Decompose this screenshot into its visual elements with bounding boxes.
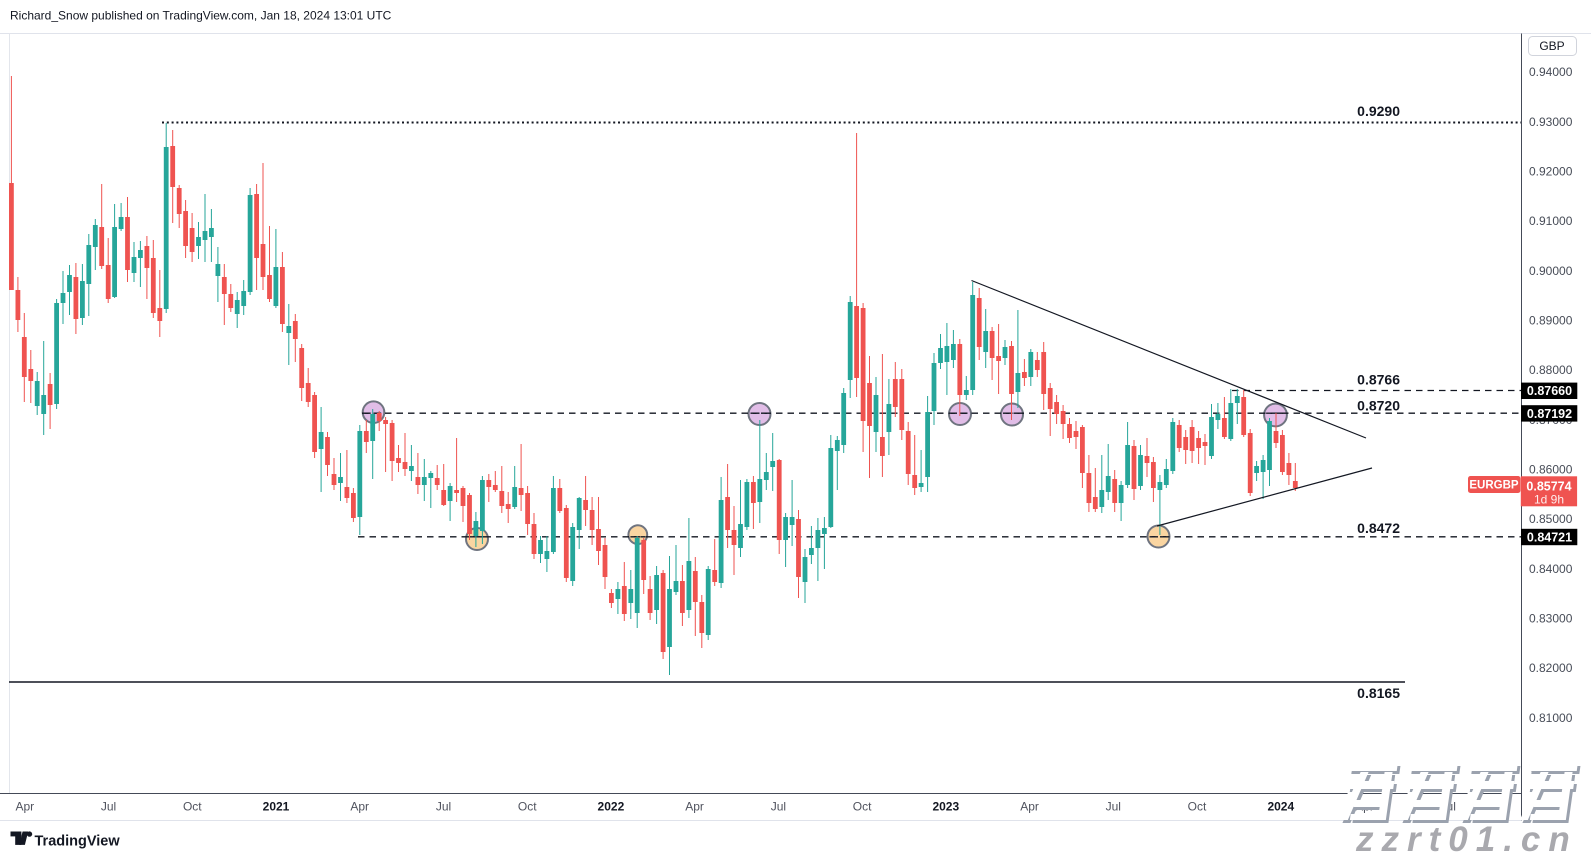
- svg-text:Apr: Apr: [685, 800, 704, 814]
- svg-text:Oct: Oct: [183, 800, 202, 814]
- svg-text:Jul: Jul: [1106, 800, 1121, 814]
- svg-text:2021: 2021: [263, 800, 290, 814]
- svg-text:0.88000: 0.88000: [1529, 363, 1573, 377]
- svg-text:EURGBP: EURGBP: [1469, 480, 1519, 492]
- svg-text:2023: 2023: [932, 800, 959, 814]
- svg-text:0.87660: 0.87660: [1527, 384, 1572, 398]
- svg-text:0.94000: 0.94000: [1529, 65, 1573, 79]
- svg-text:0.86000: 0.86000: [1529, 463, 1573, 477]
- svg-text:0.93000: 0.93000: [1529, 115, 1573, 129]
- svg-text:0.85000: 0.85000: [1529, 512, 1573, 526]
- svg-text:0.82000: 0.82000: [1529, 661, 1573, 675]
- svg-text:Jul: Jul: [101, 800, 116, 814]
- svg-text:TradingView: TradingView: [35, 834, 121, 850]
- svg-text:0.8472: 0.8472: [1357, 520, 1400, 536]
- svg-text:0.8766: 0.8766: [1357, 372, 1400, 388]
- svg-text:Oct: Oct: [1188, 800, 1207, 814]
- svg-text:0.90000: 0.90000: [1529, 264, 1573, 278]
- svg-text:zzrt01.cn: zzrt01.cn: [1355, 820, 1578, 857]
- svg-text:0.87192: 0.87192: [1527, 407, 1572, 421]
- svg-text:Jul: Jul: [771, 800, 786, 814]
- svg-text:0.92000: 0.92000: [1529, 165, 1573, 179]
- svg-text:0.85774: 0.85774: [1526, 480, 1571, 494]
- svg-text:Richard_Snow published on Trad: Richard_Snow published on TradingView.co…: [10, 9, 392, 23]
- svg-text:Oct: Oct: [518, 800, 537, 814]
- svg-text:0.81000: 0.81000: [1529, 711, 1573, 725]
- svg-text:1d 9h: 1d 9h: [1534, 493, 1564, 507]
- svg-text:0.84000: 0.84000: [1529, 562, 1573, 576]
- svg-text:2022: 2022: [598, 800, 625, 814]
- svg-text:Apr: Apr: [15, 800, 34, 814]
- svg-text:0.8165: 0.8165: [1357, 685, 1400, 701]
- svg-text:GBP: GBP: [1539, 39, 1564, 53]
- svg-text:0.89000: 0.89000: [1529, 314, 1573, 328]
- svg-text:2024: 2024: [1267, 800, 1294, 814]
- svg-text:0.91000: 0.91000: [1529, 214, 1573, 228]
- svg-text:0.9290: 0.9290: [1357, 103, 1400, 119]
- svg-text:0.84721: 0.84721: [1527, 530, 1572, 544]
- svg-text:Oct: Oct: [853, 800, 872, 814]
- svg-text:Apr: Apr: [1020, 800, 1039, 814]
- svg-text:Jul: Jul: [436, 800, 451, 814]
- svg-text:0.83000: 0.83000: [1529, 612, 1573, 626]
- svg-text:0.8720: 0.8720: [1357, 398, 1400, 414]
- svg-text:Apr: Apr: [350, 800, 369, 814]
